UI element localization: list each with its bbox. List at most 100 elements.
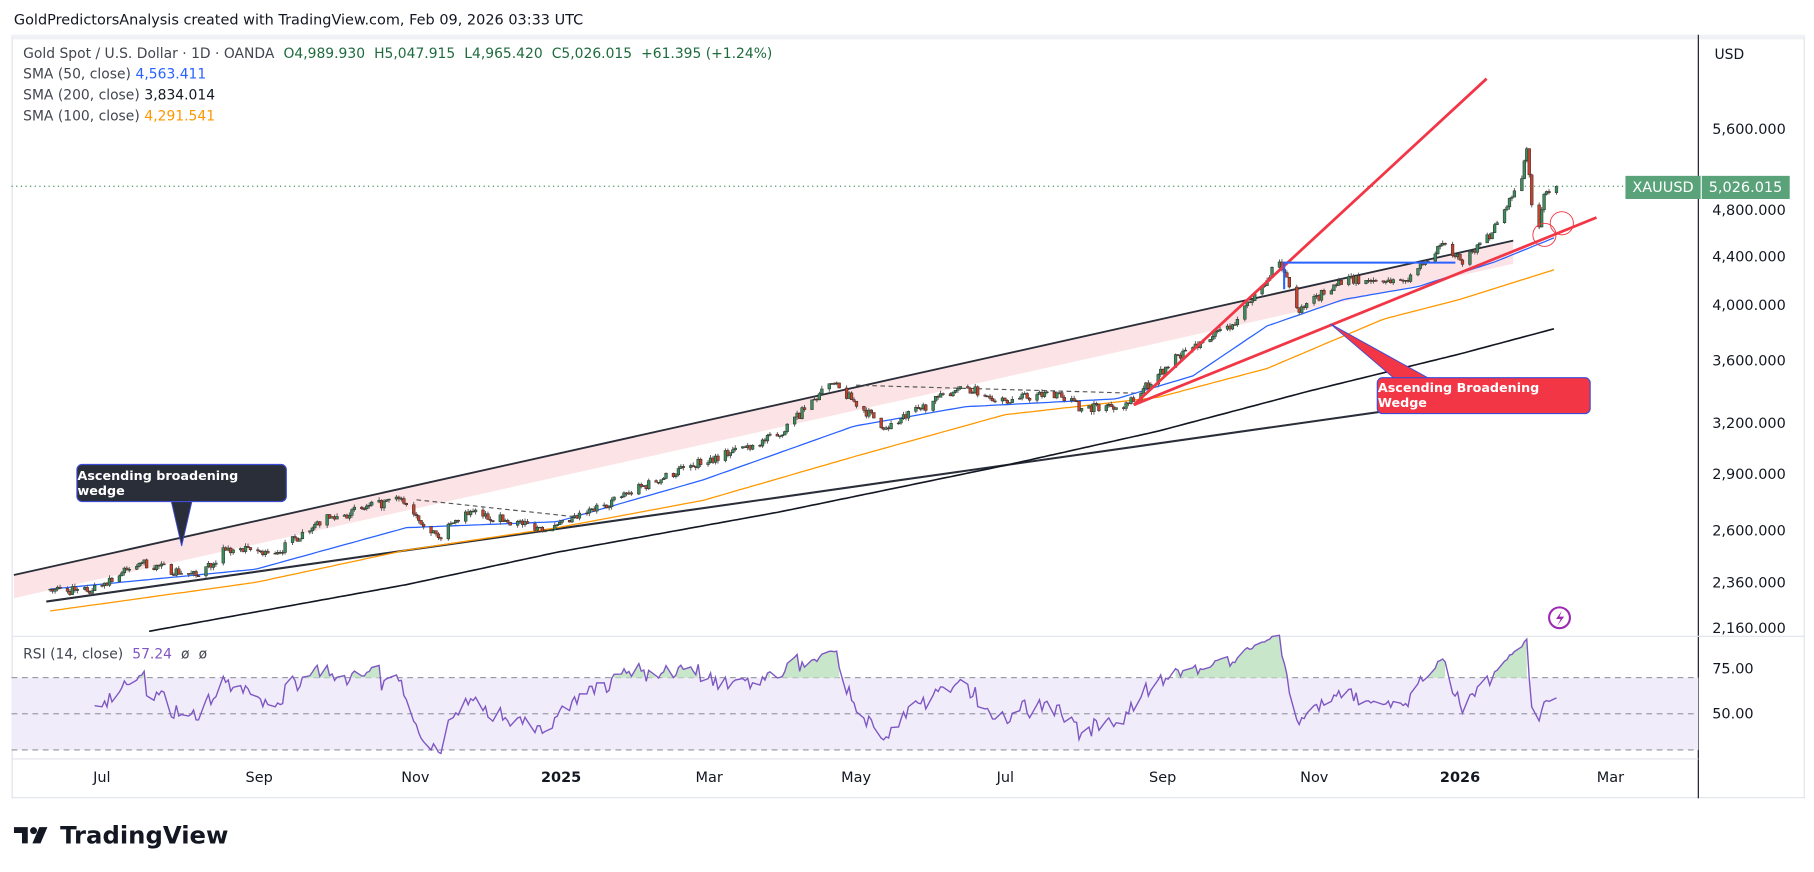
candle-body [214, 562, 218, 565]
candle-body [1215, 330, 1220, 332]
price-tag-price: 5,026.015 [1708, 178, 1783, 196]
candle-body [956, 388, 960, 391]
candle-body [1045, 391, 1049, 394]
annotation-left[interactable]: Ascending broadening wedge [76, 463, 287, 503]
candle-body [966, 386, 970, 389]
candle-body [1062, 397, 1066, 401]
candle-body [664, 472, 668, 479]
price-axis-label: 4,800.000 [1712, 201, 1786, 219]
candle-body [414, 513, 418, 516]
candle-body [93, 585, 97, 591]
candle-body [587, 508, 591, 514]
candle-body [417, 515, 421, 521]
candle-body [1347, 276, 1351, 285]
currency-button[interactable]: USD [1714, 46, 1745, 63]
sma-line-1 [50, 269, 1555, 612]
candle-body [1005, 400, 1009, 404]
candle-body [916, 407, 920, 409]
candle-body [266, 550, 270, 554]
candle-body [335, 516, 339, 520]
candle-body [1374, 280, 1378, 282]
candle-body [456, 519, 460, 522]
candle-body [760, 439, 765, 447]
candle-body [768, 433, 772, 436]
candle-body [350, 509, 354, 516]
candle-body [661, 478, 666, 481]
legend-close: C5,026.015 [551, 45, 633, 62]
candle-body [553, 525, 557, 530]
legend-high: H5,047.915 [374, 45, 456, 62]
candle-body [976, 386, 980, 396]
candle-body [53, 588, 57, 592]
candle-body [810, 399, 814, 410]
candle-body [486, 513, 490, 520]
time-axis-label: Jul [93, 768, 111, 786]
candle-body [189, 573, 193, 575]
legend-main: Gold Spot / U.S. Dollar · 1D · OANDA O4,… [23, 45, 772, 61]
rsi-label: RSI (14, close) [23, 645, 124, 662]
rsi-value: 57.24 [132, 645, 172, 662]
candle-body [1443, 243, 1447, 245]
candle-body [775, 433, 779, 437]
candle-body [1035, 394, 1039, 401]
candle-body [778, 435, 782, 437]
flash-icon-bolt [1556, 610, 1565, 626]
sma100-value: 4,291.541 [144, 107, 216, 124]
candle-body [177, 568, 181, 575]
candle-body [1339, 280, 1343, 285]
rsi-legend[interactable]: RSI (14, close) 57.24 ø ø [23, 646, 207, 662]
rsi-overbought-fill [1427, 658, 1446, 678]
candle-body [370, 501, 374, 506]
candle-body [122, 567, 126, 574]
candle-body [1505, 206, 1509, 210]
candle-body [1332, 284, 1336, 292]
wedge-lower-line [1133, 216, 1598, 407]
candle-body [570, 517, 574, 523]
candle-body [676, 468, 681, 476]
candle-body [817, 393, 822, 401]
candle-body [1300, 306, 1304, 313]
candle-body [117, 575, 122, 582]
rsi-overbought-fill [302, 665, 333, 678]
time-axis-label: Nov [1300, 768, 1329, 786]
candle-body [508, 521, 512, 526]
candle-body [473, 509, 478, 513]
candle-body [1131, 397, 1136, 402]
legend-sma50[interactable]: SMA (50, close) 4,563.411 [23, 66, 206, 82]
time-axis-label: 2025 [540, 768, 582, 786]
candle-body [1008, 402, 1012, 404]
candle-body [941, 393, 945, 395]
sma100-label: SMA (100, close) [23, 107, 140, 124]
candle-body [1468, 251, 1472, 265]
price-axis-label: 3,600.000 [1712, 351, 1786, 370]
legend-sma200[interactable]: SMA (200, close) 3,834.014 [23, 87, 215, 103]
candle-body [1114, 407, 1118, 410]
candle-body [1490, 232, 1494, 240]
candle-body [491, 520, 495, 522]
candle-body [914, 407, 918, 412]
candle-body [533, 523, 537, 531]
candle-body [919, 408, 923, 410]
candle-body [367, 504, 371, 507]
candle-body [516, 521, 520, 526]
rsi-overbought-fill [779, 651, 840, 678]
candle-body [1079, 408, 1084, 412]
time-axis-label: Mar [695, 768, 723, 786]
candle-body [1183, 349, 1188, 352]
logo-text: TradingView [60, 821, 229, 850]
tradingview-logo[interactable]: TradingView [13, 821, 229, 850]
candle-body [674, 474, 678, 477]
candle-body [854, 400, 859, 407]
annotation-right[interactable]: Ascending Broadening Wedge [1376, 377, 1591, 415]
candle-body [1245, 301, 1249, 307]
candle-body [637, 484, 641, 495]
candle-body [622, 492, 626, 498]
candle-body [924, 404, 928, 411]
candle-body [1438, 244, 1442, 247]
candle-body [281, 552, 285, 554]
candle-body [1478, 242, 1482, 246]
legend-sma100[interactable]: SMA (100, close) 4,291.541 [23, 108, 215, 124]
candle-body [404, 503, 408, 505]
candle-body [1510, 196, 1514, 199]
